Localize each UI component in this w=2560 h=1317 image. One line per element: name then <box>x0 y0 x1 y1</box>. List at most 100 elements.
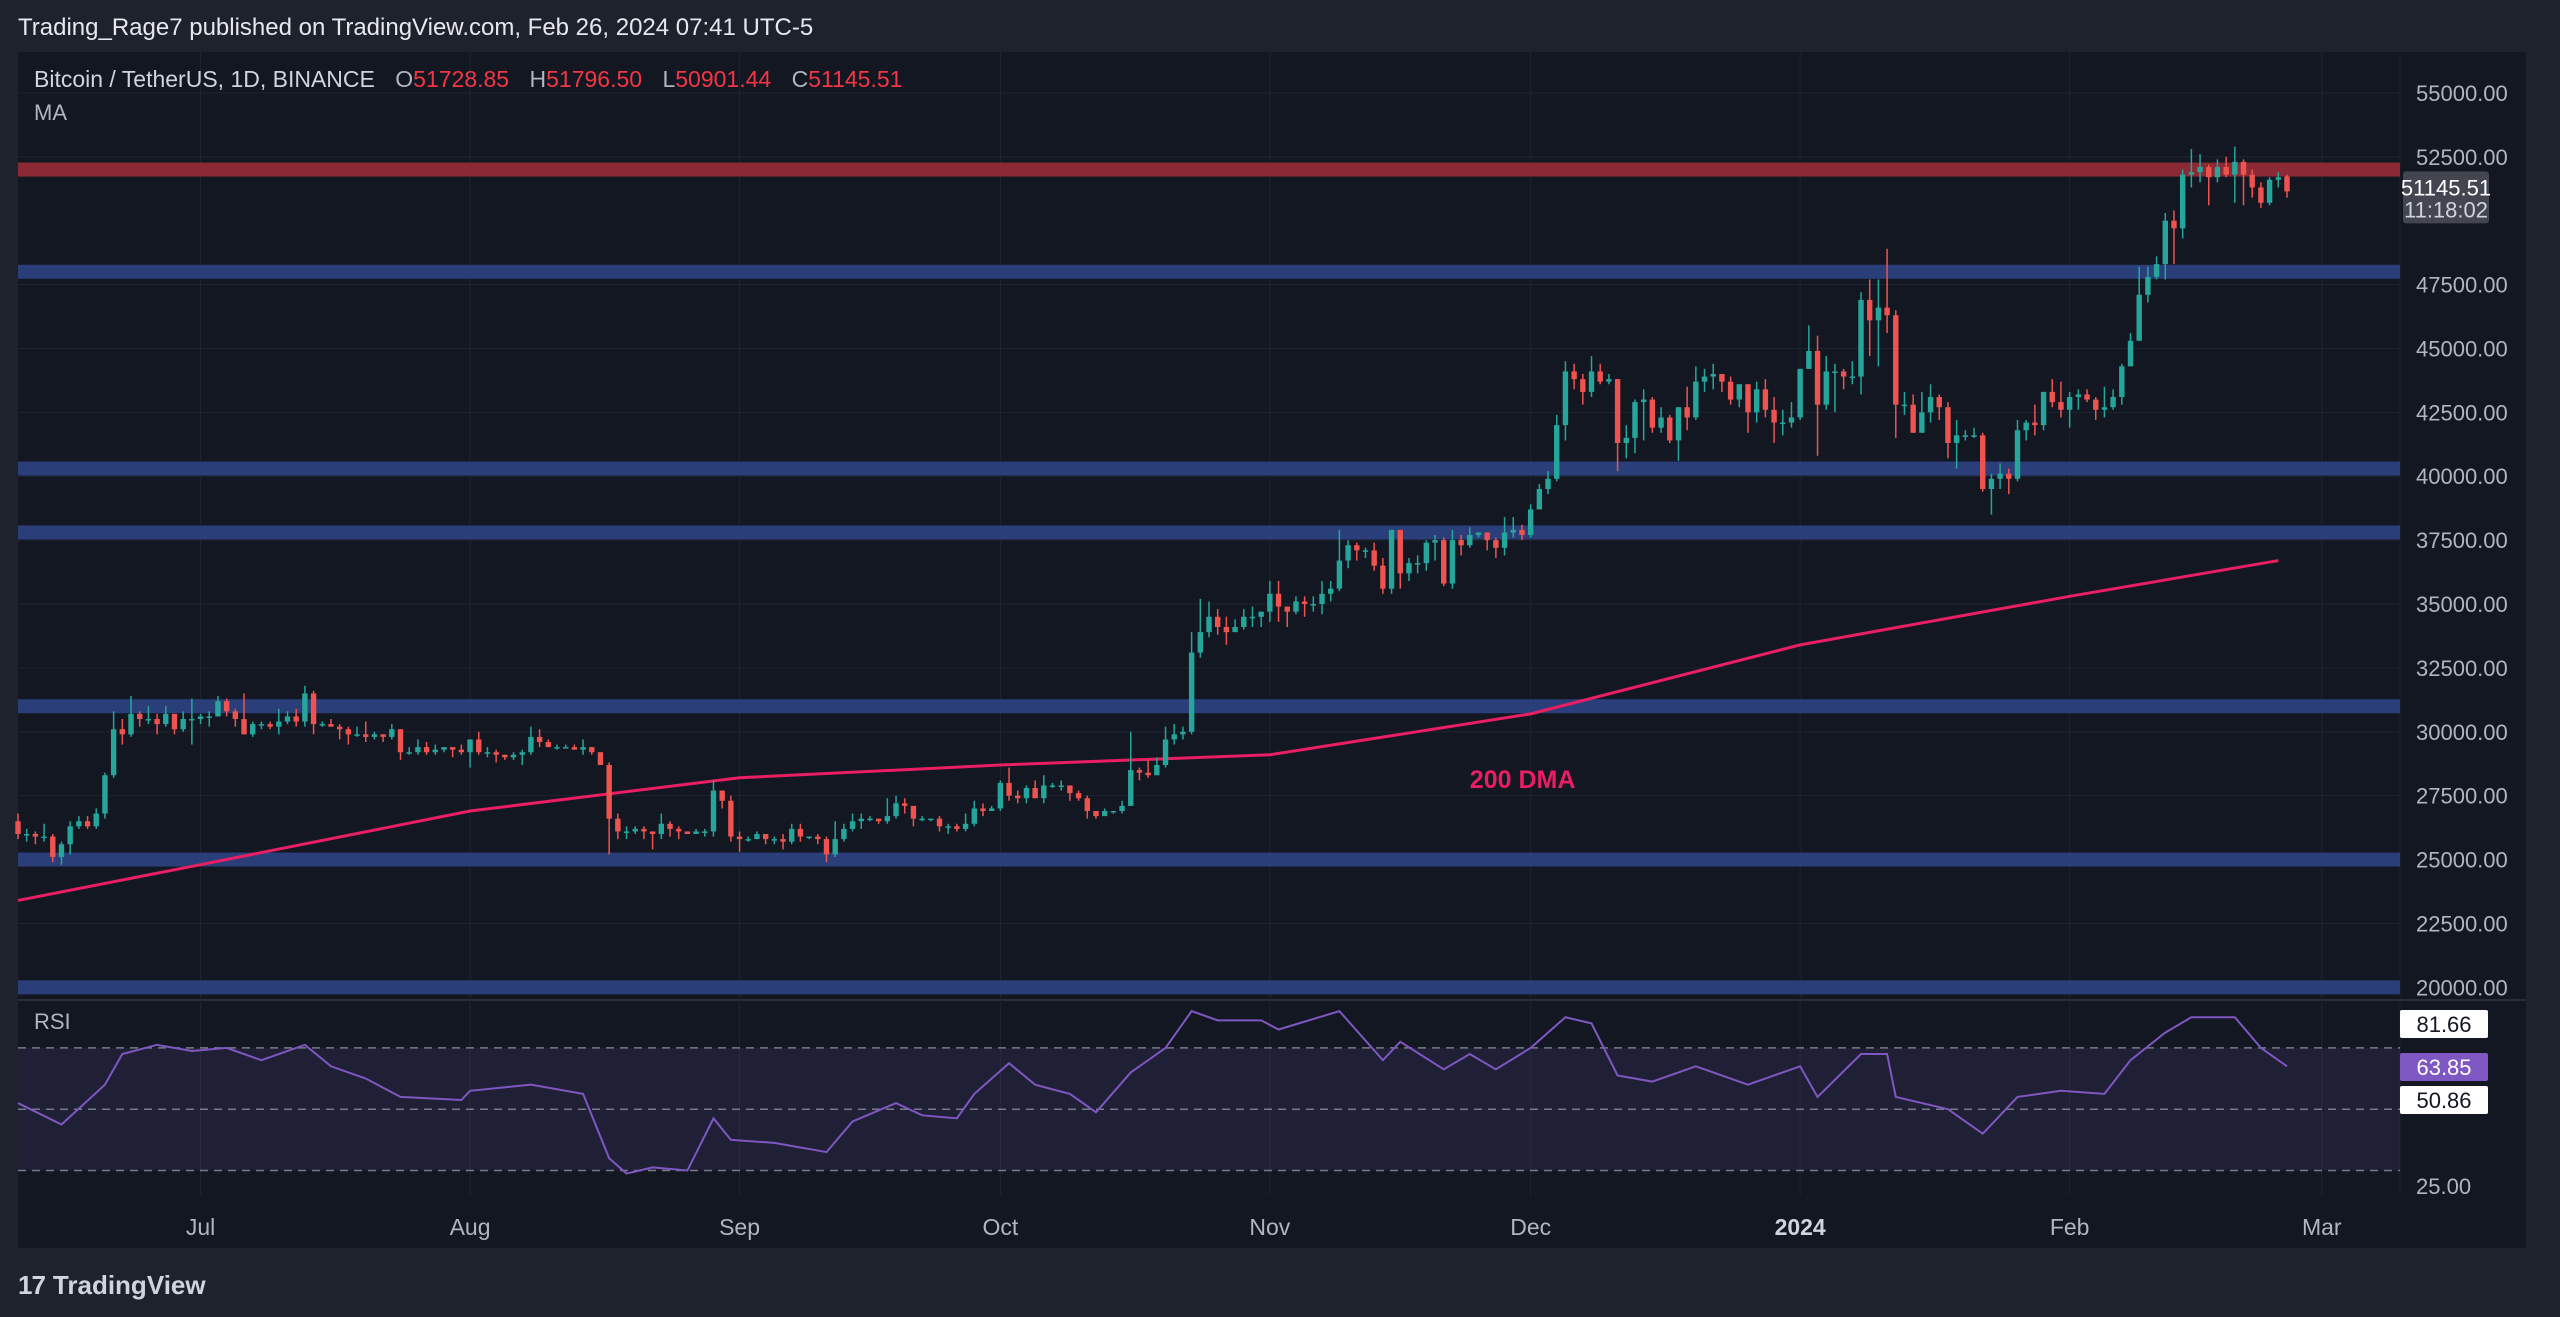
candle-body <box>893 803 899 817</box>
candle-body <box>1519 529 1525 535</box>
candle-body <box>1380 565 1386 589</box>
candle-body <box>2249 174 2255 188</box>
candle-body <box>1788 417 1795 423</box>
chart-frame[interactable] <box>18 52 2526 1248</box>
candle-body <box>684 831 691 834</box>
candle-body <box>1762 389 1769 410</box>
candle-body <box>1328 588 1334 594</box>
candle-body <box>658 823 665 834</box>
candle-body <box>2240 161 2247 175</box>
candle-body <box>571 747 578 750</box>
y-tick-label: 47500.00 <box>2416 273 2508 298</box>
candle-body <box>1710 374 1716 377</box>
candle-body <box>1684 407 1690 418</box>
candle-body <box>945 826 951 828</box>
candle-body <box>1232 627 1238 633</box>
ma200-line <box>17 559 2279 902</box>
candle-body <box>458 749 465 753</box>
candle-body <box>719 790 725 801</box>
last-price-label: 51145.51 <box>2401 175 2491 200</box>
candle-body <box>2127 340 2134 367</box>
bar-countdown-label: 11:18:02 <box>2404 197 2488 222</box>
candle-body <box>2014 430 2021 479</box>
candle-body <box>597 752 604 765</box>
candle-body <box>476 739 482 753</box>
candle-body <box>406 752 412 754</box>
candle-body <box>1023 788 1030 799</box>
candle-body <box>380 734 386 737</box>
candle-body <box>728 800 734 837</box>
candle-body <box>954 826 960 829</box>
candle-body <box>1658 417 1664 428</box>
candle-body <box>41 836 47 839</box>
candle-body <box>1867 299 1873 321</box>
candle-body <box>1745 384 1751 413</box>
candle-body <box>102 775 108 814</box>
candle-body <box>1614 379 1621 443</box>
close-label: C <box>791 66 809 92</box>
candle-body <box>1214 616 1221 627</box>
x-tick-label: Dec <box>1510 1214 1551 1240</box>
candle-body <box>1449 540 1456 584</box>
resistance-zone <box>18 162 2400 177</box>
candle-body <box>710 790 717 832</box>
candle-body <box>110 729 117 776</box>
candle-body <box>1258 611 1264 617</box>
candle-body <box>1849 376 1856 379</box>
candle-body <box>641 828 647 832</box>
rsi-indicator-label[interactable]: RSI <box>34 1009 71 1034</box>
x-tick-label: 2024 <box>1775 1214 1826 1240</box>
candle-body <box>354 734 360 736</box>
candle-body <box>1545 478 1551 489</box>
candle-body <box>1197 632 1204 653</box>
candle-body <box>736 836 743 840</box>
candle-body <box>623 831 630 833</box>
candle-body <box>936 818 943 827</box>
candle-body <box>2171 220 2177 229</box>
candle-body <box>206 716 212 718</box>
support-zone <box>18 699 2400 714</box>
candle-body <box>1501 532 1508 548</box>
candle-body <box>632 828 638 832</box>
candle-body <box>1223 627 1230 633</box>
candle-body <box>1284 606 1290 612</box>
candle-body <box>1388 529 1395 589</box>
candle-body <box>1675 407 1682 441</box>
candle-body <box>971 808 977 824</box>
candle-body <box>1962 435 1969 437</box>
candle-body <box>867 818 873 821</box>
candle-body <box>1971 435 1977 437</box>
candle-body <box>2188 172 2195 175</box>
candle-body <box>1075 793 1082 799</box>
low-value: 50901.44 <box>675 66 772 92</box>
candle-body <box>2136 294 2142 341</box>
candle-body <box>1206 616 1212 633</box>
high-label: H <box>529 66 547 92</box>
candle-body <box>1510 529 1516 533</box>
rsi-value-label: 63.85 <box>2416 1055 2471 1080</box>
candle-body <box>1049 785 1056 787</box>
candle-body <box>962 823 969 829</box>
candle-body <box>1771 409 1777 423</box>
support-zone <box>18 852 2400 867</box>
candle-body <box>371 734 378 737</box>
ma200-label: 200 DMA <box>1470 766 1576 794</box>
symbol-title[interactable]: Bitcoin / TetherUS, 1D, BINANCE <box>34 66 375 92</box>
candle-body <box>536 736 543 742</box>
candle-body <box>910 805 917 819</box>
footer-brand[interactable]: 17 TradingView <box>18 1270 206 1301</box>
candle-body <box>2066 397 2073 410</box>
candle-body <box>2162 220 2168 265</box>
candle-body <box>1988 478 1995 489</box>
y-tick-label: 22500.00 <box>2416 911 2508 936</box>
candle-body <box>1301 601 1308 604</box>
candle-body <box>1823 371 1829 405</box>
candle-body <box>545 742 551 748</box>
candle-body <box>858 818 864 822</box>
ma-indicator-label[interactable]: MA <box>34 100 67 125</box>
candle-body <box>449 747 456 750</box>
candle-body <box>702 831 708 833</box>
candle-body <box>1736 384 1742 400</box>
candle-body <box>493 752 499 755</box>
